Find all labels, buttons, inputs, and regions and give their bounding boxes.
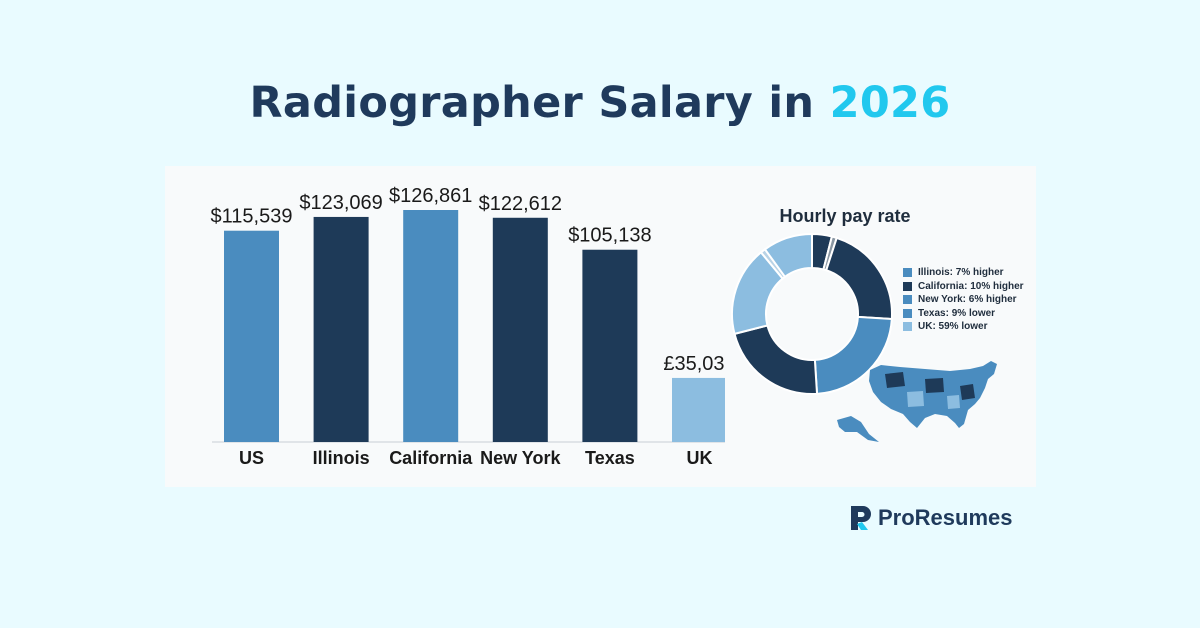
brand-name: ProResumes bbox=[878, 505, 1013, 530]
donut-slice bbox=[763, 232, 813, 279]
usa-map-region-dark-1 bbox=[885, 372, 905, 388]
donut-slice bbox=[811, 232, 834, 271]
usa-map-region-light-1 bbox=[907, 391, 924, 407]
bar-texas bbox=[582, 249, 638, 442]
legend-swatch bbox=[903, 281, 912, 291]
chart-card: $115,539 US $123,069 Illinois $126,861 Califo… bbox=[165, 166, 1036, 487]
bar-chart: $115,539 US $123,069 Illinois $126,861 Califo… bbox=[211, 185, 725, 468]
legend-item: Texas: 9% lower bbox=[903, 307, 1024, 320]
bar-value-label: $105,138 bbox=[568, 225, 651, 247]
usa-map-hawaii bbox=[851, 427, 855, 431]
bar-new-york bbox=[492, 217, 548, 442]
bar-value-label: $126,861 bbox=[389, 185, 472, 207]
bar-value-label: $123,069 bbox=[299, 192, 382, 214]
legend-item: UK: 59% lower bbox=[903, 320, 1024, 333]
bar-illinois bbox=[313, 216, 369, 442]
bar-value-label: $122,612 bbox=[479, 193, 562, 215]
category-label: Texas bbox=[585, 448, 635, 468]
pie-chart-title: Hourly pay rate bbox=[779, 206, 911, 226]
title-year: 2026 bbox=[829, 78, 951, 128]
donut-slice bbox=[759, 247, 787, 280]
category-label: UK bbox=[687, 448, 713, 468]
donut-slice bbox=[733, 324, 819, 395]
usa-map-alaska bbox=[837, 416, 879, 442]
legend-item: California: 10% higher bbox=[903, 280, 1024, 293]
legend-swatch bbox=[903, 322, 912, 331]
legend-label: California: 10% higher bbox=[918, 280, 1024, 292]
legend-label: New York: 6% higher bbox=[918, 294, 1017, 305]
pie-legend: Illinois: 7% higher California: 10% highe… bbox=[903, 266, 1024, 334]
legend-label: Texas: 9% lower bbox=[918, 307, 996, 319]
donut-slice bbox=[813, 315, 893, 395]
bar-california bbox=[403, 210, 459, 442]
page-title: Radiographer Salary in 2026 bbox=[0, 78, 1200, 128]
donut-slice bbox=[731, 250, 785, 336]
legend-swatch bbox=[903, 295, 912, 304]
usa-map-mainland bbox=[869, 361, 997, 428]
brand-logo: ProResumes bbox=[848, 503, 1013, 533]
legend-swatch bbox=[903, 308, 912, 318]
category-label: New York bbox=[480, 448, 561, 468]
category-label: Illinois bbox=[313, 448, 370, 468]
donut-slice bbox=[824, 236, 893, 321]
usa-map-region-light-2 bbox=[947, 395, 960, 409]
donut-slice bbox=[822, 235, 838, 272]
bar-value-label: £35,036 bbox=[663, 353, 725, 375]
legend-label: Illinois: 7% higher bbox=[918, 267, 1004, 278]
legend-item: Illinois: 7% higher bbox=[903, 266, 1024, 279]
bar-uk bbox=[672, 377, 725, 442]
bar-value-label: $115,539 bbox=[211, 206, 293, 228]
category-label: US bbox=[239, 448, 264, 468]
usa-map-icon bbox=[837, 361, 997, 442]
legend-swatch bbox=[903, 268, 912, 277]
legend-label: UK: 59% lower bbox=[918, 321, 988, 332]
legend-item: New York: 6% higher bbox=[903, 293, 1024, 306]
title-main: Radiographer Salary in bbox=[249, 78, 815, 128]
usa-map-region-dark-2 bbox=[925, 378, 944, 393]
bar-us bbox=[224, 230, 279, 442]
usa-map-region-dark-3 bbox=[960, 384, 975, 400]
proresumes-logo-icon bbox=[851, 506, 871, 530]
category-label: California bbox=[389, 448, 473, 468]
